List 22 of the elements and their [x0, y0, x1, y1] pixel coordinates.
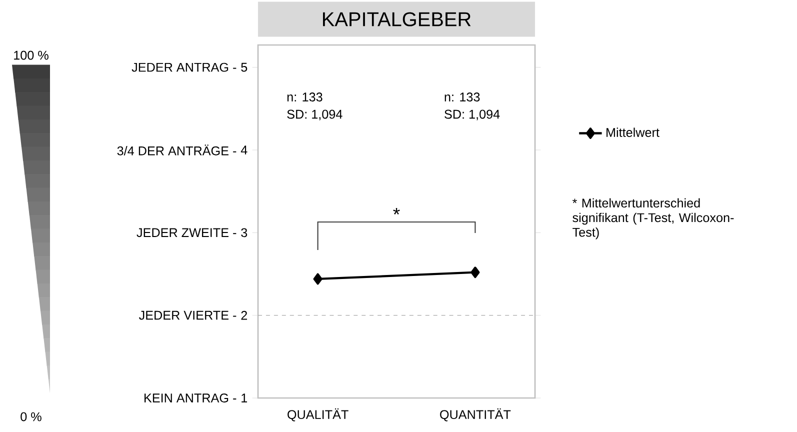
annotation: n: 133 [287, 92, 322, 102]
text: JEDER ANTRAG - [132, 62, 236, 72]
y-tick-label: 1 [242, 394, 248, 402]
text: JEDER ZWEITE - [136, 228, 236, 238]
x-tick-label: QUALITÄT [288, 408, 348, 422]
y-tick-label: 2 [241, 310, 248, 320]
y-tick-label: 5 [241, 62, 248, 72]
legend-label: Mittelwert [606, 128, 660, 137]
text: 100 % [14, 50, 48, 60]
chart-title: KAPITALGEBER [323, 12, 471, 26]
text: * Mittelwertunterschied signifikant (T-Test, Wilcoxon-Test) [572, 198, 734, 240]
y-tick-label: 3 [241, 228, 248, 238]
text: JEDER VIERTE - [138, 310, 236, 320]
text: KEIN ANTRAG - [144, 394, 236, 402]
annotation: SD: 1,094 [287, 110, 342, 120]
text: 3/4 DER ANTRÄGE - [117, 144, 236, 156]
annotation: n: 133 [444, 92, 480, 102]
annotation: * [393, 208, 400, 214]
y-tick-label: 4 [240, 146, 248, 154]
x-tick-label: QUANTITÄT [440, 408, 511, 422]
annotation: SD: 1,094 [444, 110, 500, 120]
text: 0 % [20, 412, 42, 422]
